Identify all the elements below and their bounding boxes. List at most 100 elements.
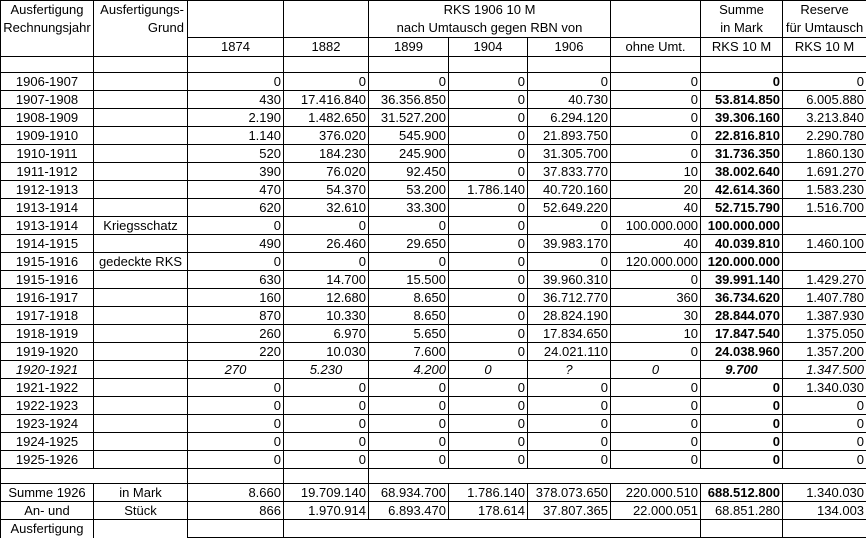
value-cell: 0 <box>528 217 611 235</box>
value-cell: 0 <box>284 73 369 91</box>
footer-value: 68.934.700 <box>369 484 449 502</box>
value-cell: 120.000.000 <box>701 253 783 271</box>
value-cell: 0 <box>449 415 528 433</box>
separator-cell <box>369 469 866 484</box>
col-header-ohne-umt: ohne Umt. <box>611 38 701 57</box>
year-cell: 1910-1911 <box>1 145 94 163</box>
value-cell: 36.356.850 <box>369 91 449 109</box>
in-mark-label: in Mark <box>703 19 780 37</box>
year-cell: 1914-1915 <box>1 235 94 253</box>
year-cell: 1924-1925 <box>1 433 94 451</box>
group-title: RKS 1906 10 M <box>371 1 608 19</box>
value-cell: 1.140 <box>188 127 284 145</box>
col-header-1882: 1882 <box>284 38 369 57</box>
value-cell <box>783 217 866 235</box>
value-cell: 29.650 <box>369 235 449 253</box>
value-cell: 10.330 <box>284 307 369 325</box>
value-cell: 28.824.190 <box>528 307 611 325</box>
value-cell: 1.375.050 <box>783 325 866 343</box>
value-cell: 1.786.140 <box>449 181 528 199</box>
value-cell: 545.900 <box>369 127 449 145</box>
value-cell: 0 <box>369 397 449 415</box>
col-header-1904: 1904 <box>449 38 528 57</box>
value-cell: 0 <box>611 127 701 145</box>
footer-value: 688.512.800 <box>701 484 783 502</box>
value-cell: 24.038.960 <box>701 343 783 361</box>
header-blank-ohne-umt <box>611 1 701 38</box>
value-cell: 470 <box>188 181 284 199</box>
footer-label: Summe 1926 <box>1 484 94 502</box>
value-cell: 870 <box>188 307 284 325</box>
value-cell <box>284 57 369 73</box>
footer-value: 22.000.051 <box>611 502 701 520</box>
value-cell: 0 <box>449 433 528 451</box>
value-cell: 53.200 <box>369 181 449 199</box>
value-cell: 0 <box>284 451 369 469</box>
footer-label: Ausfertigung <box>1 520 94 538</box>
value-cell: 0 <box>611 73 701 91</box>
summe-label: Summe <box>703 1 780 19</box>
footer-value: 1.340.030 <box>783 484 866 502</box>
value-cell: 0 <box>611 379 701 397</box>
value-cell: 270 <box>188 361 284 379</box>
year-cell: 1925-1926 <box>1 451 94 469</box>
value-cell: 1.460.100 <box>783 235 866 253</box>
value-cell: 0 <box>449 397 528 415</box>
value-cell: 430 <box>188 91 284 109</box>
header-blank-1874 <box>188 1 284 38</box>
value-cell: 0 <box>611 397 701 415</box>
ausfertigung-row: Ausfertigung <box>1 520 866 538</box>
value-cell: 1.429.270 <box>783 271 866 289</box>
header-summe-cell: Summe in Mark <box>701 1 783 38</box>
value-cell: 0 <box>449 361 528 379</box>
table-header: Ausfertigung Rechnungsjahr Ausfertigungs… <box>1 1 866 57</box>
value-cell: 0 <box>449 307 528 325</box>
reserve-label: Reserve <box>785 1 864 19</box>
value-cell: 184.230 <box>284 145 369 163</box>
value-cell: 15.500 <box>369 271 449 289</box>
grund-cell <box>94 271 188 289</box>
value-cell: 0 <box>611 433 701 451</box>
value-cell: 0 <box>188 433 284 451</box>
value-cell: 0 <box>188 73 284 91</box>
value-cell: 1.407.780 <box>783 289 866 307</box>
header-rechnungsjahr-cell: Ausfertigung Rechnungsjahr <box>1 1 94 57</box>
value-cell: 0 <box>188 451 284 469</box>
footer-value: 378.073.650 <box>528 484 611 502</box>
year-cell: 1919-1920 <box>1 343 94 361</box>
value-cell: 0 <box>449 253 528 271</box>
value-cell: 40.730 <box>528 91 611 109</box>
value-cell: 0 <box>611 451 701 469</box>
header-ausfertigungsgrund-label: Ausfertigungs- <box>96 1 184 19</box>
value-cell: 22.816.810 <box>701 127 783 145</box>
value-cell: 0 <box>701 397 783 415</box>
col-header-1906: 1906 <box>528 38 611 57</box>
footer-value: 37.807.365 <box>528 502 611 520</box>
value-cell: 376.020 <box>284 127 369 145</box>
separator-row <box>1 469 866 484</box>
grund-cell <box>94 343 188 361</box>
value-cell: 1.583.230 <box>783 181 866 199</box>
footer-value: 134.003 <box>783 502 866 520</box>
grund-cell <box>94 181 188 199</box>
value-cell: 0 <box>449 379 528 397</box>
value-cell: 52.715.790 <box>701 199 783 217</box>
year-cell: 1922-1923 <box>1 397 94 415</box>
value-cell: 0 <box>701 451 783 469</box>
value-cell: 17.416.840 <box>284 91 369 109</box>
value-cell: 36.712.770 <box>528 289 611 307</box>
value-cell: 630 <box>188 271 284 289</box>
year-cell: 1915-1916 <box>1 253 94 271</box>
value-cell <box>611 57 701 73</box>
value-cell: 2.190 <box>188 109 284 127</box>
fuer-umtausch-label: für Umtausch <box>785 19 864 37</box>
value-cell: 0 <box>449 109 528 127</box>
value-cell: 0 <box>701 73 783 91</box>
